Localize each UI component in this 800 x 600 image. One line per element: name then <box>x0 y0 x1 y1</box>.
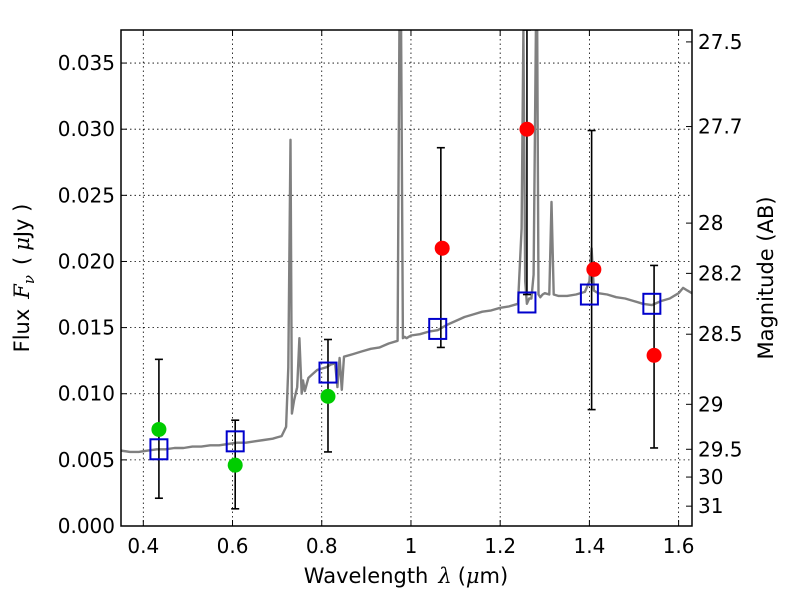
y-tick-label-5: 0.025 <box>58 183 115 207</box>
y-tick-label-6: 0.030 <box>58 117 115 141</box>
x-axis-label: Wavelength λ (μm) <box>304 564 508 588</box>
x-tick-label-5: 1.4 <box>573 534 605 558</box>
y-tick-label-1: 0.005 <box>58 448 115 472</box>
data-markers <box>149 121 662 473</box>
detection-point-2 <box>320 388 336 404</box>
x-tick-label-1: 0.6 <box>217 534 249 558</box>
mag-tick-label-2: 28 <box>698 211 723 235</box>
model-band-square-6 <box>642 292 662 315</box>
upper-limit-point-3 <box>646 347 662 363</box>
mag-tick-label-3: 28.2 <box>698 261 743 285</box>
x-tick-label-6: 1.6 <box>663 534 695 558</box>
y-axis-ticks: 0.000 0.005 0.010 0.015 0.020 0.025 0.030 0.035 <box>58 51 127 538</box>
detection-point-0 <box>151 421 167 437</box>
x-axis-ticks: 0.4 0.6 0.8 1 1.2 1.4 1.6 <box>127 30 695 558</box>
mag-tick-label-8: 31 <box>698 494 723 518</box>
model-band-square-1 <box>225 430 245 453</box>
y-tick-label-0: 0.000 <box>58 514 115 538</box>
magnitude-axis-label: Magnitude (AB) <box>754 196 778 359</box>
mag-tick-label-5: 29 <box>698 392 723 416</box>
model-band-square-3 <box>428 317 448 340</box>
upper-limit-point-1 <box>519 121 535 137</box>
plot-frame <box>120 29 693 527</box>
model-spectrum-line <box>121 30 692 454</box>
upper-limit-point-2 <box>586 261 602 277</box>
mag-tick-label-7: 30 <box>698 465 723 489</box>
upper-limit-point-0 <box>434 240 450 256</box>
y-tick-label-3: 0.015 <box>58 316 115 340</box>
grid-lines <box>121 30 692 526</box>
magnitude-axis-ticks: 27.5 27.7 28 28.2 28.5 29 29.5 30 31 <box>686 30 743 518</box>
x-tick-label-3: 1 <box>405 534 418 558</box>
y-axis-label: FluxFν(μJy ) <box>10 204 38 353</box>
x-tick-label-2: 0.8 <box>306 534 338 558</box>
y-tick-label-7: 0.035 <box>58 51 115 75</box>
mag-tick-label-4: 28.5 <box>698 322 743 346</box>
detection-point-1 <box>227 457 243 473</box>
x-tick-label-4: 1.2 <box>484 534 516 558</box>
model-band-square-4 <box>517 291 537 314</box>
mag-tick-label-1: 27.7 <box>698 115 743 139</box>
mag-tick-label-0: 27.5 <box>698 30 743 54</box>
y-tick-label-4: 0.020 <box>58 249 115 273</box>
x-tick-label-0: 0.4 <box>127 534 159 558</box>
model-band-square-0 <box>149 438 169 461</box>
model-band-square-5 <box>579 283 599 306</box>
model-band-square-2 <box>318 361 338 384</box>
mag-tick-label-6: 29.5 <box>698 437 743 461</box>
y-tick-label-2: 0.010 <box>58 382 115 406</box>
